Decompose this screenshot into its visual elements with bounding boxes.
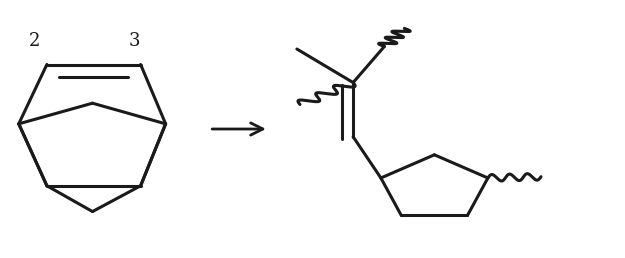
Text: 3: 3 xyxy=(129,32,140,50)
Text: 2: 2 xyxy=(29,32,40,50)
